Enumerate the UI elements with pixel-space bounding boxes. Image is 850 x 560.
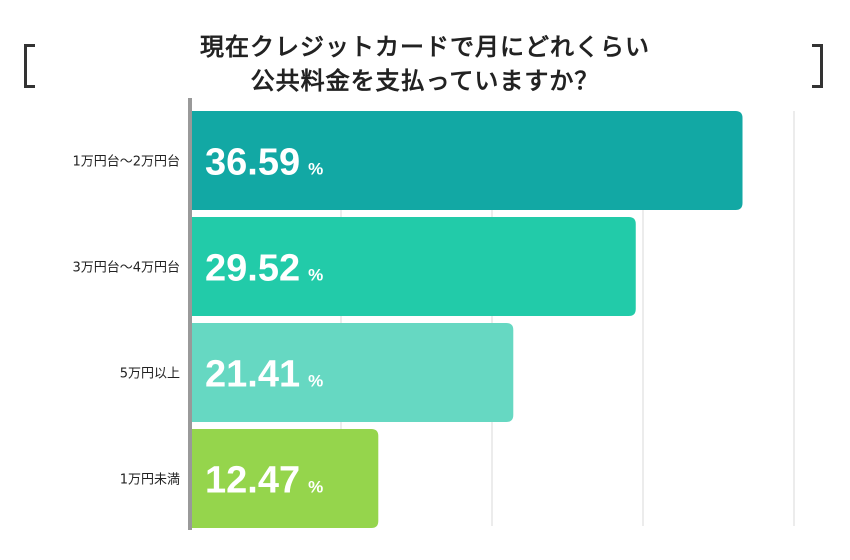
chart-title-line-2: 公共料金を支払っていますか？ xyxy=(250,67,600,95)
data-label: 36.59 xyxy=(205,142,300,184)
category-label: 5万円以上 xyxy=(120,367,180,382)
chart-title: 現在クレジットカードで月にどれくらい 公共料金を支払っていますか？ xyxy=(120,30,730,98)
data-label: 29.52 xyxy=(205,248,300,290)
unit-label: % xyxy=(308,266,323,285)
right-bracket-decoration xyxy=(812,44,823,88)
data-label: 12.47 xyxy=(205,460,300,502)
unit-label: % xyxy=(308,478,323,497)
chart-title-line-1: 現在クレジットカードで月にどれくらい xyxy=(200,33,650,61)
bar xyxy=(190,323,514,422)
unit-label: % xyxy=(308,160,323,179)
data-label: 21.41 xyxy=(205,354,300,396)
bar xyxy=(190,217,636,316)
bar xyxy=(190,429,379,528)
category-label: 3万円台〜4万円台 xyxy=(72,261,180,276)
category-label: 1万円台〜2万円台 xyxy=(72,155,180,170)
bar xyxy=(190,111,743,210)
unit-label: % xyxy=(308,372,323,391)
left-bracket-decoration xyxy=(24,44,35,88)
category-label: 1万円未満 xyxy=(120,473,180,488)
